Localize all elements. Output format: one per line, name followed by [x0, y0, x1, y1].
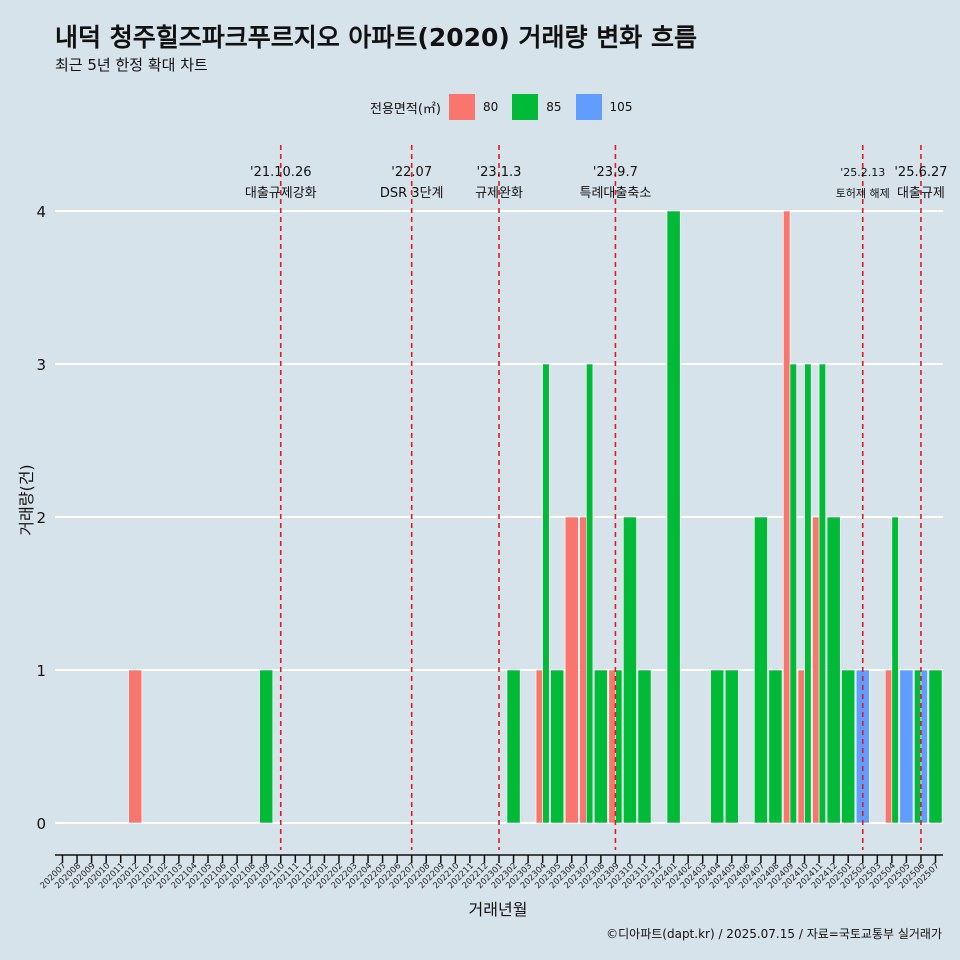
bar-85-202305 [550, 669, 565, 824]
bar-85-202410 [804, 363, 812, 824]
bar-85-202307 [585, 363, 594, 824]
bar-85-202407 [753, 516, 768, 824]
bar-85-202411 [818, 363, 826, 824]
bar-80-202309 [608, 669, 616, 824]
bar-85-202506 [914, 669, 922, 824]
bar-80-202307 [579, 516, 587, 824]
x-axis-title: 거래년월 [469, 900, 528, 919]
bar-80-202409 [783, 210, 791, 824]
event-date: '25.6.27 [894, 165, 947, 180]
legend: 전용면적(㎡) 80 85 105 [370, 93, 646, 121]
bar-85-202311 [637, 669, 652, 824]
bar-85-202404 [710, 669, 725, 824]
chart-title: 내덕 청주힐즈파크푸르지오 아파트(2020) 거래량 변화 흐름 [55, 23, 697, 52]
event-date: '25.2.13 [840, 166, 885, 179]
bar-85-202409 [789, 363, 797, 824]
bar-80-202410 [797, 669, 805, 824]
legend-label-105: 105 [609, 100, 633, 114]
y-tick-label: 3 [36, 356, 46, 374]
bar-85-202302 [506, 669, 521, 824]
legend-item-80: 80 [448, 94, 499, 120]
legend-key-105 [575, 94, 602, 120]
event-label: 규제완화 [475, 186, 523, 201]
bar-80-202504 [884, 669, 893, 824]
bar-85-202504 [891, 516, 899, 824]
legend-label-80: 80 [482, 100, 499, 114]
event-date: '21.10.26 [250, 165, 311, 180]
bar-105-202505 [899, 669, 914, 824]
legend-item-105: 105 [575, 94, 633, 120]
event-label: 대출규제 [897, 186, 945, 201]
legend-key-80 [448, 94, 475, 120]
y-tick-label: 2 [36, 509, 46, 527]
chart-subtitle: 최근 5년 한정 확대 차트 [55, 56, 208, 74]
source-caption: ©디아파트(dapt.kr) / 2025.07.15 / 자료=국토교통부 실… [606, 927, 942, 941]
bar-85-202405 [724, 669, 739, 824]
bar-80-202411 [812, 516, 820, 824]
bar-80-202306 [564, 516, 579, 824]
event-date: '23.9.7 [593, 165, 638, 180]
bar-85-202501 [841, 669, 856, 824]
legend-key-85 [512, 94, 539, 120]
event-label: 토허제 해제 [836, 186, 890, 200]
bar-85-202401 [666, 210, 681, 824]
legend-title: 전용면적(㎡) [370, 101, 441, 117]
legend-item-85: 85 [512, 94, 562, 120]
bar-105-202502 [855, 669, 870, 824]
event-label: 특례대출축소 [580, 186, 652, 201]
bar-105-202506 [920, 669, 928, 824]
y-tick-label: 4 [36, 203, 46, 221]
y-tick-label: 0 [36, 815, 46, 833]
legend-label-85: 85 [546, 100, 562, 114]
bar-80-202012 [128, 669, 143, 824]
event-label: 대출규제강화 [245, 186, 317, 201]
event-label: DSR 3단계 [380, 186, 444, 201]
bar-85-202309 [615, 669, 623, 824]
event-date: '23.1.3 [477, 165, 522, 180]
bar-85-202308 [593, 669, 608, 824]
y-tick-label: 1 [36, 662, 46, 680]
bar-85-202310 [623, 516, 637, 824]
event-date: '22.07 [391, 165, 432, 180]
bar-85-202507 [928, 669, 943, 824]
bar-85-202412 [826, 516, 841, 824]
bar-85-202109 [259, 669, 274, 824]
bar-85-202304 [542, 363, 550, 824]
y-axis-title: 거래량(건) [17, 464, 36, 535]
bar-85-202408 [768, 669, 783, 824]
bar-80-202304 [535, 669, 543, 824]
